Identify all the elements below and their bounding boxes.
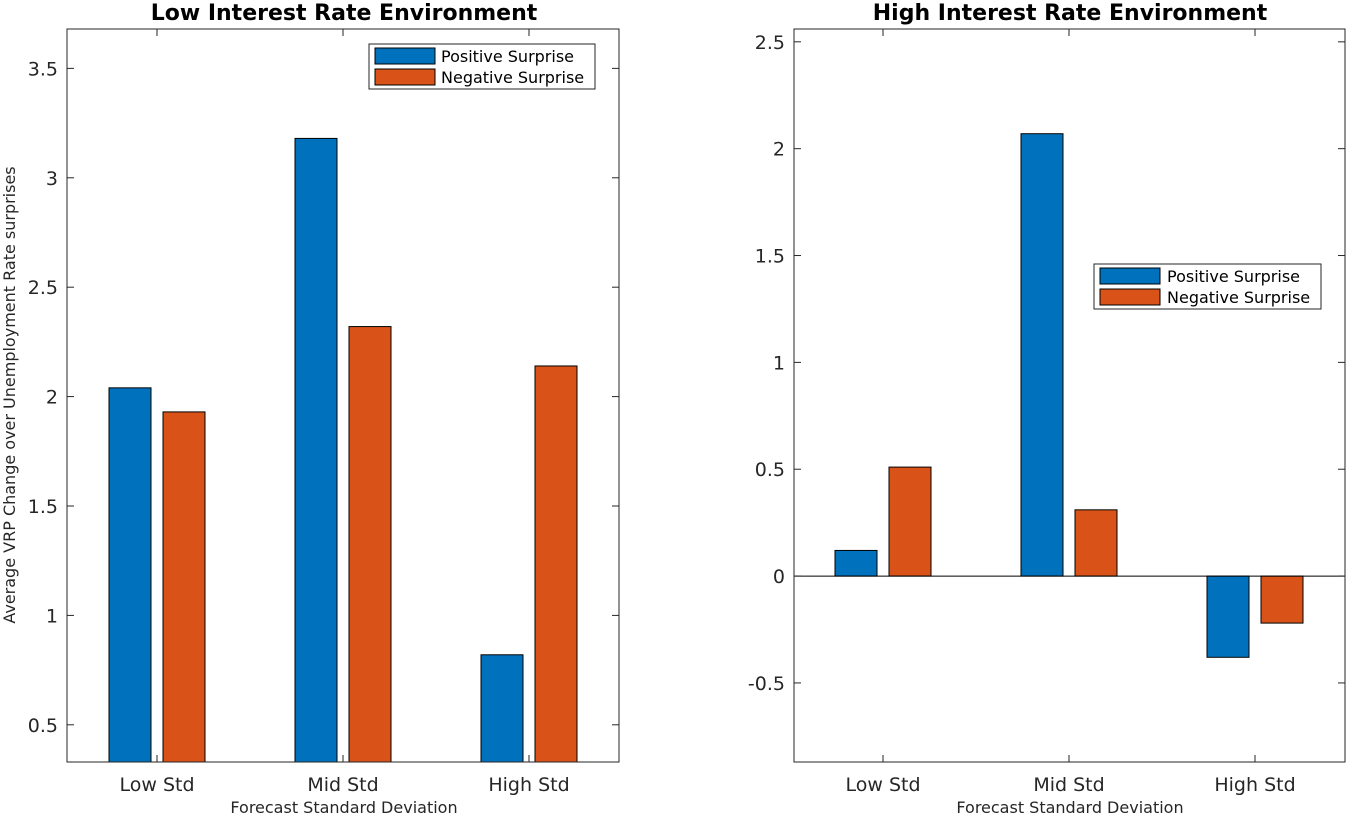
left-x-tick-label: High Std [488, 774, 569, 796]
right-legend-label-negative: Negative Surprise [1167, 288, 1310, 307]
left-bar-negative-2 [534, 365, 578, 763]
right-legend: Positive Surprise Negative Surprise [1093, 263, 1322, 310]
right-legend-swatch-positive [1099, 267, 1161, 285]
left-legend: Positive Surprise Negative Surprise [368, 43, 596, 90]
left-bar-negative-1 [348, 326, 392, 763]
right-y-tick-label: 1.5 [755, 246, 785, 268]
right-chart: High Interest Rate Environment -0.5 0 0.5 1… [748, 1, 1346, 817]
right-bar-negative-1 [1074, 509, 1118, 577]
right-bar-positive-1 [1020, 133, 1064, 577]
right-y-tick-label: 1 [773, 352, 785, 374]
left-y-tick-label: 0.5 [28, 715, 58, 737]
left-bar-negative-0 [162, 411, 206, 763]
right-x-tick-label: High Std [1214, 774, 1295, 796]
left-y-tick-label: 2.5 [28, 277, 58, 299]
left-legend-swatch-positive [374, 47, 436, 65]
left-legend-label-negative: Negative Surprise [441, 68, 584, 87]
left-y-axis-label: Average VRP Change over Unemployment Rat… [0, 166, 19, 623]
left-y-tick-label: 3.5 [28, 58, 58, 80]
right-x-axis-label: Forecast Standard Deviation [956, 798, 1183, 817]
right-chart-title: High Interest Rate Environment [873, 1, 1268, 26]
left-x-axis-label: Forecast Standard Deviation [230, 798, 457, 817]
left-y-tick-label: 2 [46, 387, 58, 409]
right-y-tick-label: 2 [773, 139, 785, 161]
right-bar-positive-2 [1206, 575, 1250, 658]
right-y-tick-label: 0 [773, 566, 785, 588]
left-bar-positive-1 [294, 137, 338, 763]
left-bar-positive-2 [480, 654, 524, 763]
right-plot-area: -0.5 0 0.5 1 1.5 2 2.5 Low Std Mid Std High Std [748, 28, 1346, 796]
left-plot-area: 0.5 1 1.5 2 2.5 3 3.5 Low Std Mid Std High Std [28, 28, 620, 796]
right-x-tick-label: Mid Std [1033, 774, 1104, 796]
left-legend-swatch-negative [374, 68, 436, 86]
right-legend-swatch-negative [1099, 288, 1161, 306]
left-legend-label-positive: Positive Surprise [441, 47, 574, 66]
right-legend-label-positive: Positive Surprise [1167, 267, 1300, 286]
right-y-tick-label: 0.5 [755, 459, 785, 481]
right-axes-frame [793, 28, 1346, 763]
right-bar-negative-2 [1260, 575, 1304, 624]
left-x-tick-label: Low Std [119, 774, 194, 796]
left-y-tick-label: 3 [46, 168, 58, 190]
left-y-tick-label: 1.5 [28, 496, 58, 518]
left-chart-title: Low Interest Rate Environment [151, 1, 538, 26]
left-y-tick-label: 1 [46, 605, 58, 627]
right-y-tick-label: -0.5 [748, 673, 785, 695]
right-bar-negative-0 [888, 466, 932, 577]
left-chart: Low Interest Rate Environment 0.5 1 1.5 2 2.… [0, 1, 620, 817]
right-y-tick-label: 2.5 [755, 32, 785, 54]
left-x-tick-label: Mid Std [307, 774, 378, 796]
right-bar-positive-0 [834, 549, 878, 577]
left-bar-positive-0 [108, 387, 152, 763]
right-x-tick-label: Low Std [845, 774, 920, 796]
